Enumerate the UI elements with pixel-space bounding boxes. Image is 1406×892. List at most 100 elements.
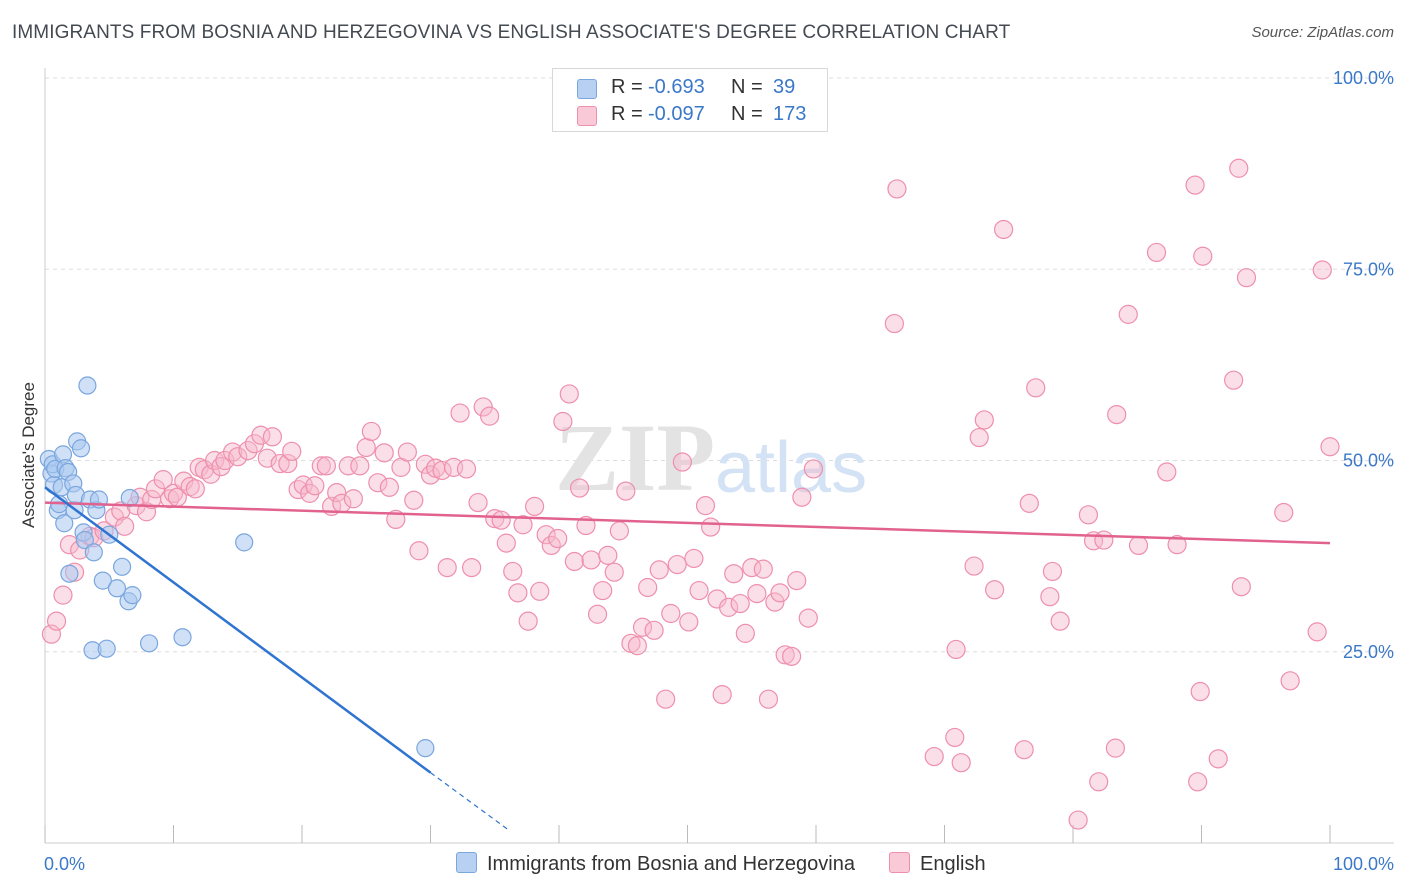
english-point: [1193, 246, 1213, 266]
english-point: [758, 689, 779, 709]
english-point: [661, 603, 681, 624]
english-point: [781, 646, 802, 666]
bosnia-point: [78, 376, 97, 395]
y-tick-label: 50.0%: [1343, 451, 1394, 471]
gridlines: [45, 77, 1394, 653]
english-point: [1026, 378, 1046, 398]
english-point: [262, 427, 283, 447]
english-point: [787, 571, 807, 591]
english-point: [111, 501, 131, 521]
bosnia-point: [173, 628, 192, 647]
english-point: [1280, 671, 1300, 691]
english-point: [1224, 370, 1244, 390]
english-point: [581, 550, 601, 570]
english-point: [46, 611, 67, 631]
english-point: [593, 580, 613, 601]
legend-swatch-pink: [577, 106, 597, 126]
legend-r-label: R =: [611, 103, 643, 125]
english-point: [456, 459, 477, 479]
english-point: [627, 636, 647, 656]
english-point: [115, 516, 135, 536]
english-point: [974, 410, 994, 430]
english-point: [415, 454, 435, 474]
english-point: [530, 581, 550, 601]
english-point: [775, 645, 795, 665]
bottom-legend-english: English: [889, 852, 986, 876]
english-point: [598, 545, 618, 565]
english-point: [437, 557, 457, 578]
chart-title: IMMIGRANTS FROM BOSNIA AND HERZEGOVINA V…: [12, 22, 1011, 43]
y-tick-label: 100.0%: [1333, 68, 1394, 88]
bottom-legend-label-english: English: [920, 853, 986, 875]
english-point: [679, 612, 699, 632]
legend-n-label: N =: [731, 103, 763, 125]
english-point: [792, 487, 812, 507]
english-point: [684, 548, 704, 569]
bosnia-point: [235, 533, 254, 552]
english-point: [397, 442, 417, 462]
english-point: [356, 437, 376, 458]
english-point: [53, 585, 73, 605]
english-point: [616, 481, 636, 501]
english-point: [1231, 577, 1251, 597]
english-point: [701, 517, 721, 537]
bosnia-point: [75, 530, 94, 550]
english-point: [1307, 622, 1327, 642]
english-point: [1105, 738, 1126, 758]
english-point: [338, 456, 358, 476]
english-point: [513, 515, 533, 535]
english-point: [719, 597, 739, 617]
english-point: [1118, 304, 1138, 324]
english-point: [765, 592, 785, 612]
english-point: [735, 623, 755, 643]
english-point: [638, 577, 658, 598]
english-point: [343, 489, 363, 509]
english-point: [1089, 772, 1109, 792]
english-point: [1312, 260, 1332, 280]
watermark: ZIP atlas: [555, 404, 867, 511]
english-point: [485, 509, 505, 529]
bosnia-point: [416, 739, 435, 758]
bottom-legend-label-bosnia: Immigrants from Bosnia and Herzegovina: [487, 853, 855, 875]
legend-n-value: 173: [773, 103, 807, 125]
legend-r-value: -0.097: [648, 103, 705, 125]
english-point: [316, 456, 337, 476]
english-point: [644, 620, 664, 640]
english-point: [770, 583, 790, 603]
english-point: [753, 559, 773, 579]
english-point: [924, 746, 944, 767]
english-point: [798, 608, 818, 628]
english-point: [404, 490, 424, 510]
x-tick-label: 100.0%: [1333, 854, 1394, 874]
bosnia-point: [84, 543, 103, 562]
english-point: [1274, 502, 1294, 523]
english-point: [667, 554, 687, 575]
english-point: [305, 476, 325, 496]
bottom-legend-bosnia: Immigrants from Bosnia and Herzegovina: [456, 852, 855, 876]
english-point: [508, 583, 528, 603]
english-point: [632, 617, 653, 637]
legend-n-label: N =: [731, 76, 763, 98]
english-point: [649, 560, 669, 580]
english-point: [724, 564, 744, 584]
english-point: [604, 562, 624, 582]
bosnia-point: [107, 579, 127, 598]
english-point: [163, 483, 184, 503]
english-point: [350, 456, 370, 476]
english-point: [1167, 535, 1187, 555]
english-point: [468, 492, 488, 513]
english-point: [1068, 810, 1088, 830]
english-point: [695, 496, 716, 516]
english-point: [884, 313, 904, 334]
english-point: [887, 179, 907, 199]
english-point: [518, 611, 538, 631]
bosnia-point: [55, 514, 74, 533]
english-point: [747, 584, 767, 604]
english-point: [450, 403, 470, 423]
x-tick-label: 0.0%: [44, 854, 85, 874]
english-point: [730, 593, 750, 614]
english-point: [480, 406, 500, 426]
english-point: [536, 525, 556, 545]
bottom-legend-swatch-blue: [456, 852, 477, 873]
english-point: [374, 443, 394, 463]
